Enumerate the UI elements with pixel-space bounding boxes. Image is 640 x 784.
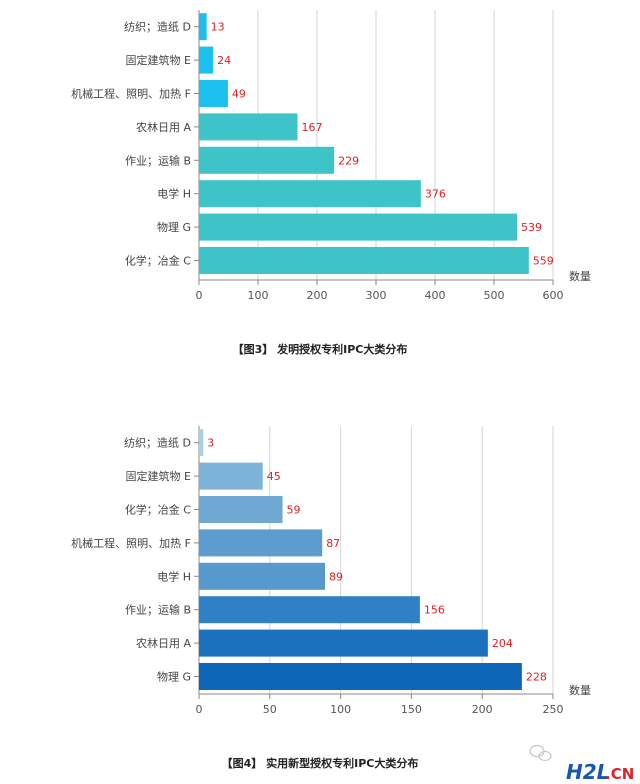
bar [199,113,298,141]
bar [199,629,488,657]
x-tick-label: 100 [248,289,269,302]
x-tick-label: 100 [330,703,351,716]
bar [199,596,420,624]
wechat-icon [529,744,552,762]
category-label: 电学 H [157,569,191,583]
bar [199,13,207,41]
x-tick-label: 200 [472,703,493,716]
chart-invention-patents: 0 100 200 300 400 500 600 纺织；造纸 D 13 固定建筑物 E 24 机械工… [71,10,591,302]
category-label: 物理 G [157,670,191,684]
bar [199,496,283,523]
data-label: 228 [526,671,547,684]
data-label: 204 [492,637,513,650]
watermark: H2L .CN [529,744,634,784]
chart-2-caption: 【图4】 实用新型授权专利IPC大类分布 [222,756,419,770]
category-label: 纺织；造纸 D [124,20,191,34]
bar [199,429,204,457]
x-tick-label: 200 [307,289,328,302]
category-label: 固定建筑物 E [126,53,191,67]
category-label: 作业；运输 B [125,153,191,167]
watermark-logo: H2L [566,760,609,784]
data-label: 559 [533,255,554,268]
x-tick-label: 0 [196,703,203,716]
category-label: 作业；运输 B [125,603,191,617]
watermark-domain: .CN [605,765,634,783]
data-label: 87 [326,537,340,550]
x-tick-label: 150 [401,703,422,716]
data-label: 156 [424,604,445,617]
data-label: 13 [211,21,225,34]
data-label: 89 [329,570,343,583]
bar [199,46,214,74]
data-label: 3 [207,437,214,450]
x-axis-unit-label: 数量 [569,270,591,283]
data-label: 167 [302,121,323,134]
data-label: 229 [338,154,359,167]
data-label: 539 [521,221,542,234]
category-label: 纺织；造纸 D [124,436,191,450]
category-label: 农林日用 A [136,636,191,650]
category-label: 固定建筑物 E [126,469,191,483]
data-label: 59 [287,504,301,517]
x-tick-label: 250 [543,703,564,716]
x-tick-label: 400 [425,289,446,302]
x-tick-label: 50 [263,703,277,716]
data-label: 376 [425,188,446,201]
bar [199,213,518,241]
bar [199,529,323,557]
category-label: 机械工程、照明、加热 F [71,87,191,101]
bar [199,180,421,208]
data-label: 45 [267,470,281,483]
category-label: 物理 G [157,220,191,234]
category-label: 化学；冶金 C [125,503,191,517]
bar [199,462,263,490]
x-axis-unit-label: 数量 [569,684,591,697]
x-tick-label: 300 [366,289,387,302]
data-label: 49 [232,88,246,101]
bar [199,146,335,174]
bar [199,80,228,107]
category-label: 农林日用 A [136,120,191,134]
x-tick-label: 600 [543,289,564,302]
x-tick-label: 0 [196,289,203,302]
data-label: 24 [217,54,231,67]
x-tick-label: 500 [484,289,505,302]
bar [199,247,529,274]
category-label: 化学；冶金 C [125,254,191,268]
category-label: 电学 H [157,187,191,201]
chart-utility-model-patents: 0 50 100 150 200 250 纺织；造纸 D 3 固定建筑物 E 45 化学；冶金 C 5… [71,426,591,716]
bar [199,562,326,590]
bar [199,663,522,690]
category-label: 机械工程、照明、加热 F [71,536,191,550]
chart-1-caption: 【图3】 发明授权专利IPC大类分布 [233,342,408,356]
